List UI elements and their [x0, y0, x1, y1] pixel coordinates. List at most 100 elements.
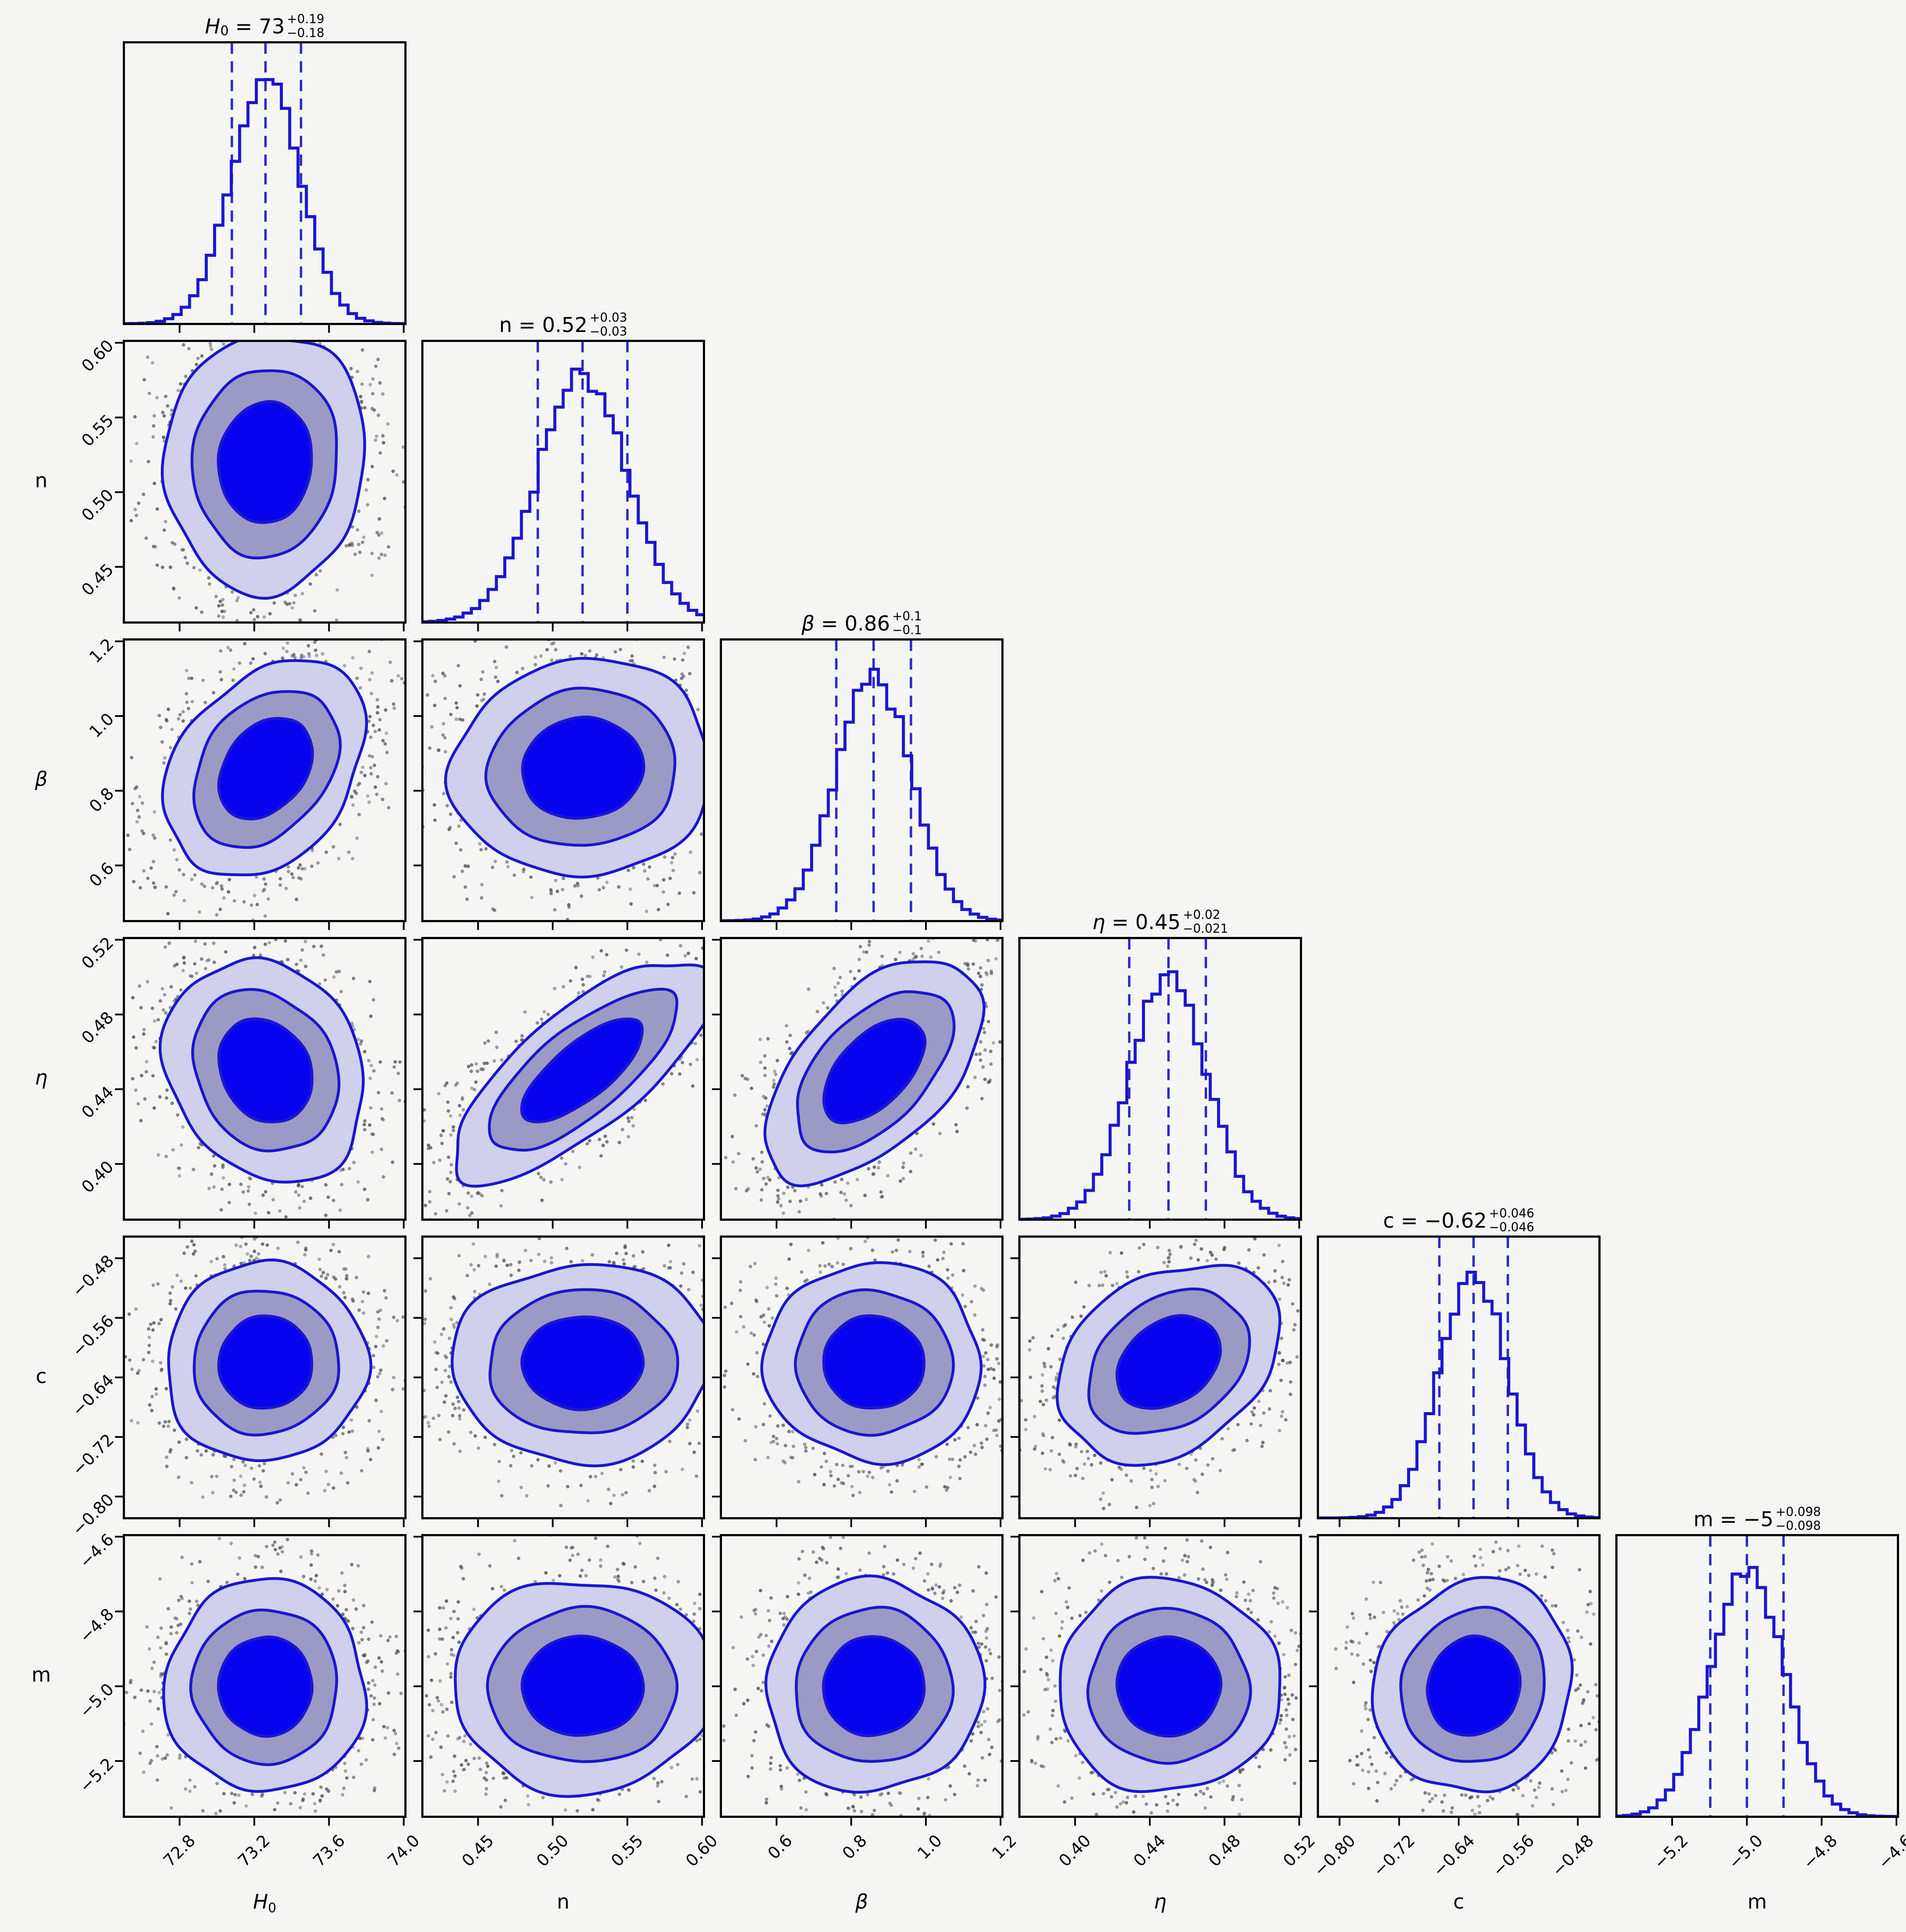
contour-level-1: [521, 716, 646, 820]
contour-panel-c-vs-n: [413, 1235, 705, 1527]
title-value: −5: [1743, 1508, 1774, 1531]
plot-area: [1018, 938, 1302, 1221]
title-plus-error: +0.046: [1489, 1206, 1535, 1221]
equals-sign: =: [1394, 1209, 1424, 1233]
equals-sign: =: [512, 313, 542, 337]
tick-marks: [178, 325, 405, 333]
axes-spine: [421, 1534, 705, 1818]
title-value: 0.52: [542, 313, 588, 337]
title-uncertainty: +0.1 −0.1: [892, 609, 922, 637]
contour-panel-m-vs-H0: [115, 1534, 407, 1826]
axes-spine: [123, 340, 407, 624]
hist-panel-c: [1317, 1235, 1601, 1527]
scatter-points: [720, 1235, 1004, 1497]
title-param-label: η: [1092, 910, 1106, 934]
title-value: −0.62: [1424, 1209, 1487, 1233]
axes-spine: [421, 937, 705, 1221]
plot-area: [724, 937, 1004, 1221]
axes-spine: [1018, 937, 1302, 1221]
title-m: m = −5 +0.098 −0.098: [1615, 1494, 1899, 1533]
plot-area: [421, 638, 705, 921]
title-minus-error: −0.03: [590, 324, 627, 339]
scatter-points: [123, 1235, 407, 1505]
tick-marks: [775, 922, 1002, 930]
contour-panel-eta-vs-beta: [712, 937, 1004, 1229]
tick-marks: [1309, 1536, 1579, 1826]
title-plus-error: +0.1: [892, 609, 922, 624]
equals-sign: =: [814, 612, 845, 636]
axes-spine: [1317, 1534, 1601, 1818]
tick-marks: [1010, 1257, 1300, 1527]
title-param-label: H: [205, 15, 220, 39]
tick-marks: [712, 1257, 1002, 1527]
histogram-line: [123, 78, 407, 325]
plot-area: [123, 638, 407, 922]
contour-panel-c-vs-eta: [1010, 1235, 1302, 1527]
tick-marks: [115, 1536, 405, 1826]
title-c: c = −0.62 +0.046 −0.046: [1317, 1196, 1601, 1234]
title-param-label: n: [499, 313, 512, 337]
hist-panel-eta: [1018, 937, 1302, 1229]
equals-sign: =: [229, 15, 259, 39]
plot-area: [1018, 1536, 1302, 1818]
histogram-line: [720, 667, 1004, 922]
axes-spine: [720, 937, 1004, 1221]
tick-marks: [413, 1257, 703, 1527]
axes-spine: [720, 1534, 1004, 1818]
hist-panel-H0: [123, 41, 407, 333]
hist-panel-beta: [720, 638, 1004, 930]
histogram-line: [1317, 1271, 1601, 1519]
tick-marks: [115, 640, 405, 930]
x-axis-label-eta: η: [1154, 1890, 1167, 1913]
plot-area: [123, 937, 407, 1221]
axes-spine: [421, 340, 705, 624]
axes-spine: [1018, 1534, 1302, 1818]
tick-marks: [115, 939, 405, 1229]
x-axis-label-beta: β: [855, 1890, 868, 1913]
scatter-points: [123, 937, 407, 1221]
contour-panel-eta-vs-n: [413, 937, 705, 1229]
axes-spine: [1317, 1235, 1601, 1519]
tick-marks: [1338, 1519, 1579, 1527]
tick-marks: [115, 342, 405, 631]
plot-area: [1018, 1235, 1300, 1510]
axes-spine: [123, 937, 407, 1221]
tick-marks: [413, 640, 703, 930]
axes-spine: [123, 41, 407, 325]
title-minus-error: −0.1: [892, 623, 922, 637]
hist-panel-m: [1615, 1534, 1899, 1826]
axes-spine: [720, 1235, 1004, 1519]
title-uncertainty: +0.098 −0.098: [1776, 1505, 1821, 1533]
plot-area: [421, 341, 705, 624]
contour-panel-m-vs-n: [413, 1534, 705, 1826]
title-eta: η = 0.45 +0.02 −0.021: [1018, 897, 1302, 935]
contour-level-1: [217, 1635, 314, 1738]
title-uncertainty: +0.19 −0.18: [287, 12, 324, 40]
axes-spine: [123, 1534, 407, 1818]
plot-area: [422, 1235, 705, 1508]
title-value: 0.86: [844, 612, 890, 636]
title-beta: β = 0.86 +0.1 −0.1: [720, 598, 1004, 637]
contour-level-1: [822, 1635, 926, 1737]
contour-panel-beta-vs-n: [413, 638, 705, 930]
tick-marks: [1010, 1536, 1300, 1826]
scatter-points: [1334, 1534, 1601, 1817]
contour-level-1: [217, 400, 313, 524]
tick-marks: [477, 624, 703, 631]
contour-level-1: [217, 1314, 313, 1410]
contour-level-1: [1115, 1314, 1222, 1410]
title-plus-error: +0.03: [590, 310, 627, 325]
axes-spine: [720, 638, 1004, 922]
axes-spine: [123, 1235, 407, 1519]
histogram-line: [1615, 1566, 1899, 1818]
tick-marks: [115, 1257, 405, 1527]
contour-panel-m-vs-c: [1309, 1534, 1601, 1826]
contour-level-1: [520, 1017, 644, 1124]
y-axis-label-n: n: [35, 469, 48, 492]
plot-area: [421, 937, 705, 1221]
contour-level-1: [217, 717, 314, 821]
contour-level-1: [217, 1017, 314, 1124]
plot-area: [123, 1537, 407, 1818]
axes-spine: [123, 638, 407, 922]
